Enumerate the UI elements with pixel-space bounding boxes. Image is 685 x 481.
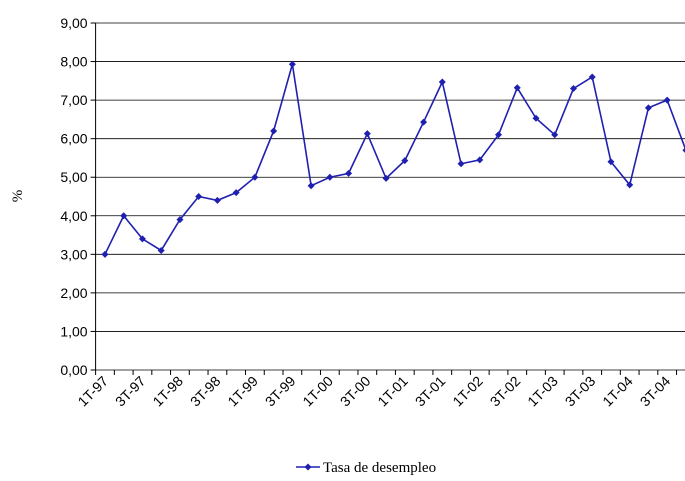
x-tick-label: 1T-00 — [299, 373, 336, 410]
x-tick-label: 3T-02 — [487, 373, 524, 410]
data-point — [363, 130, 371, 138]
data-point — [101, 250, 109, 258]
y-tick-label: 3,00 — [60, 246, 87, 262]
data-point — [663, 96, 671, 104]
data-point — [120, 212, 128, 220]
y-tick-label: 7,00 — [60, 92, 87, 108]
x-tick-label: 3T-04 — [637, 373, 674, 410]
x-tick-label: 3T-97 — [112, 373, 149, 410]
y-tick-label: 6,00 — [60, 131, 87, 147]
data-line — [104, 64, 685, 255]
data-point — [588, 73, 596, 81]
y-tick-label: 4,00 — [60, 208, 87, 224]
legend-label: Tasa de desempleo — [323, 460, 436, 476]
data-point — [176, 216, 184, 224]
x-tick-label: 1T-97 — [74, 373, 111, 410]
data-point — [626, 181, 634, 189]
data-point — [438, 78, 446, 86]
x-tick-label: 3T-99 — [262, 373, 299, 410]
data-point — [270, 127, 278, 135]
y-tick-label: 0,00 — [60, 362, 87, 378]
x-tick-label: 3T-00 — [337, 373, 374, 410]
data-point — [288, 60, 296, 68]
data-point — [682, 147, 685, 153]
x-tick-label: 1T-04 — [599, 373, 636, 410]
data-point — [307, 182, 315, 190]
data-point — [232, 189, 240, 197]
data-point — [195, 193, 203, 200]
y-tick-label: 8,00 — [60, 54, 87, 70]
x-tick-label: 3T-01 — [412, 373, 449, 410]
data-point — [251, 173, 259, 181]
x-tick-label: 1T-01 — [374, 373, 411, 410]
data-point — [532, 114, 540, 122]
data-point — [569, 85, 577, 93]
x-tick-label: 3T-03 — [562, 373, 599, 410]
data-point — [138, 235, 146, 243]
data-point — [513, 84, 521, 92]
data-point — [157, 246, 165, 254]
y-tick-label: 5,00 — [60, 169, 87, 185]
data-point — [420, 118, 428, 126]
x-tick-label: 3T-98 — [187, 373, 224, 410]
y-tick-label: 2,00 — [60, 285, 87, 301]
data-point — [607, 158, 615, 166]
data-point — [457, 160, 465, 168]
data-point — [476, 156, 484, 164]
x-tick-label: 1T-98 — [149, 373, 186, 410]
x-tick-label: 1T-99 — [224, 373, 261, 410]
plot-area — [101, 60, 685, 258]
data-point — [495, 131, 503, 139]
data-point — [644, 104, 652, 112]
data-point — [551, 131, 559, 139]
grid — [95, 22, 685, 371]
data-point — [213, 196, 221, 204]
x-tick-label: 1T-03 — [524, 373, 561, 410]
data-point — [326, 173, 334, 181]
y-tick-label: 9,00 — [60, 15, 87, 31]
y-axis-label: % — [10, 190, 26, 203]
data-point — [345, 169, 353, 177]
legend-marker — [304, 463, 312, 471]
y-tick-label: 1,00 — [60, 323, 87, 339]
x-tick-label: 1T-02 — [449, 373, 486, 410]
data-point — [401, 157, 409, 165]
data-point — [382, 174, 390, 182]
